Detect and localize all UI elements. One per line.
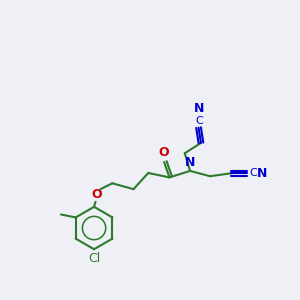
Text: Cl: Cl bbox=[88, 252, 100, 265]
Text: O: O bbox=[158, 146, 169, 158]
Text: O: O bbox=[92, 188, 102, 201]
Text: C: C bbox=[195, 116, 203, 126]
Text: C: C bbox=[250, 168, 258, 178]
Text: N: N bbox=[194, 102, 204, 115]
Text: N: N bbox=[185, 156, 195, 169]
Text: N: N bbox=[257, 167, 267, 180]
